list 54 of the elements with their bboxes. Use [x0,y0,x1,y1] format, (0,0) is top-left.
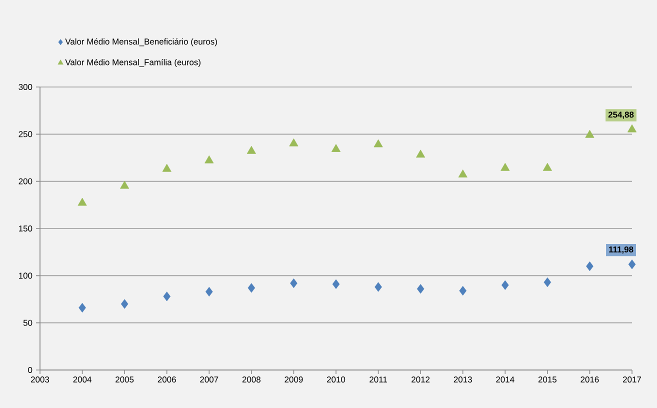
x-tick-label: 2006 [158,376,176,383]
point [205,286,213,296]
y-tick-label: 50 [23,320,32,326]
y-tick-label: 100 [19,272,32,279]
data-label: 111,98 [609,246,634,254]
x-tick-label: 2005 [116,376,134,383]
y-tick-label: 150 [19,226,32,232]
point [628,260,636,270]
point [585,130,594,138]
point [416,284,424,294]
point [500,162,510,171]
point [246,146,256,154]
y-tick-label: 200 [18,178,32,184]
point [289,138,298,146]
data-label: 254,88 [608,112,634,119]
point [120,299,128,309]
point [163,292,171,302]
x-tick-label: 2016 [580,376,599,383]
x-tick-label: 2012 [412,376,430,383]
point [627,124,637,132]
x-tick-label: 2009 [284,376,303,383]
point [204,155,214,164]
x-tick-label: 2014 [496,376,514,383]
legend-label: Valor Médio Mensal_Família (euros) [65,58,200,67]
x-tick-label: 2017 [623,376,641,383]
x-tick-label: 2011 [370,376,387,383]
point [78,198,87,206]
x-tick-label: 2010 [327,376,346,383]
y-tick-label: 0 [28,367,32,373]
point [332,279,340,289]
point [459,286,467,296]
point [586,261,594,272]
x-tick-label: 2003 [31,376,50,383]
legend-label: Valor Médio Mensal_Beneficiário (euros) [65,38,217,46]
point [458,170,468,178]
point [374,282,382,292]
point [331,144,341,152]
y-tick-label: 250 [18,131,32,138]
point [120,180,130,189]
point [374,139,383,148]
point [290,278,298,288]
point [78,302,86,313]
point [248,283,256,293]
point [542,162,552,171]
x-tick-label: 2015 [538,376,556,383]
x-tick-label: 2008 [242,376,260,383]
point [162,164,172,172]
point [502,280,509,290]
point [416,150,426,158]
x-tick-label: 2004 [73,376,92,383]
y-tick-label: 300 [18,84,32,90]
x-tick-label: 2007 [200,376,218,383]
point [544,277,552,288]
x-tick-label: 2013 [454,376,472,383]
